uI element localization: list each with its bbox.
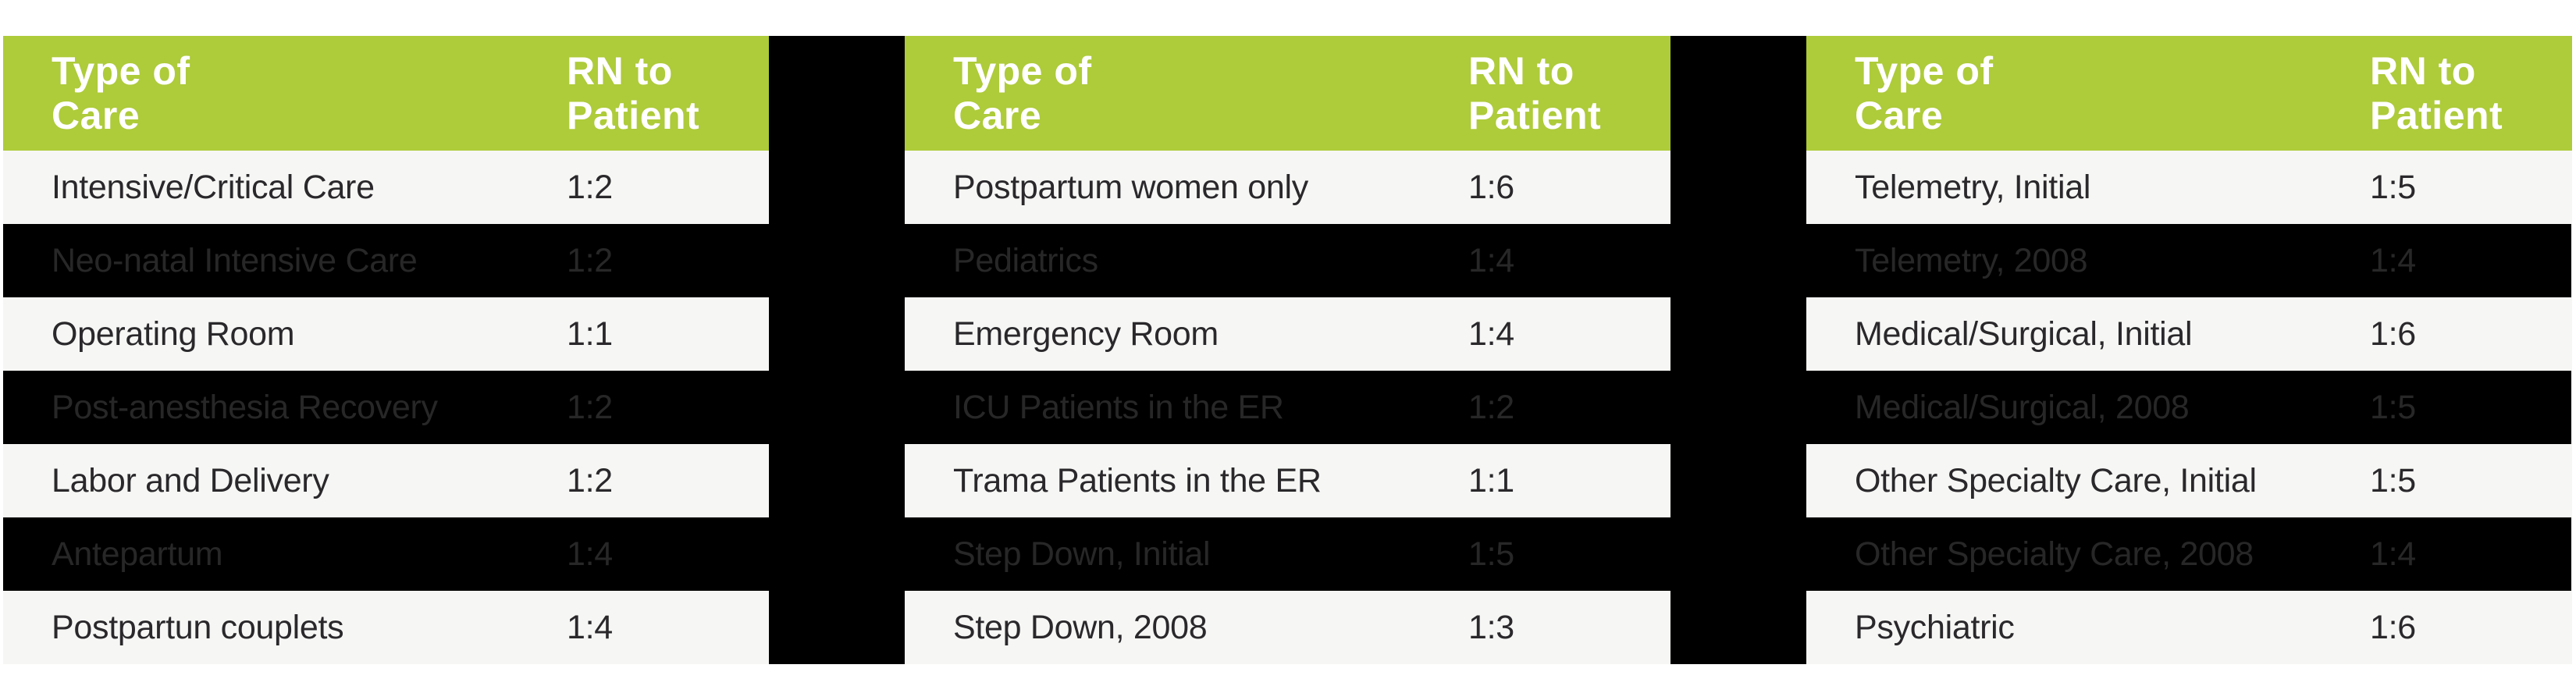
table-row: Pediatrics 1:4: [905, 224, 1670, 297]
care-type-cell: Antepartum: [52, 535, 223, 573]
ratio-cell: 1:4: [2370, 241, 2416, 279]
ratio-cell: 1:5: [1468, 535, 1514, 573]
care-type-cell: Step Down, Initial: [953, 535, 1211, 573]
table-row: Telemetry, Initial 1:5: [1806, 151, 2572, 224]
ratio-cell: 1:1: [567, 315, 613, 353]
table-row: Step Down, 2008 1:3: [905, 591, 1670, 664]
rn-to-patient-header: RN to Patient: [567, 48, 700, 137]
ratio-cell: 1:4: [567, 608, 613, 646]
ratio-cell: 1:5: [2370, 388, 2416, 426]
ratio-cell: 1:4: [1468, 241, 1514, 279]
care-type-cell: Neo-natal Intensive Care: [52, 241, 418, 279]
ratio-cell: 1:6: [1468, 168, 1514, 206]
care-type-cell: Other Specialty Care, Initial: [1855, 461, 2257, 499]
table-header-row: Type of Care RN to Patient: [905, 36, 1670, 151]
rn-to-patient-header: RN to Patient: [1468, 48, 1602, 137]
care-type-cell: ICU Patients in the ER: [953, 388, 1284, 426]
care-type-cell: Emergency Room: [953, 315, 1219, 353]
table-row: Antepartum 1:4: [3, 517, 769, 591]
care-type-cell: Step Down, 2008: [953, 608, 1208, 646]
care-type-cell: Operating Room: [52, 315, 295, 353]
ratio-cell: 1:4: [2370, 535, 2416, 573]
care-table-1: Type of Care RN to Patient Intensive/Criti…: [3, 36, 769, 664]
care-type-cell: Medical/Surgical, Initial: [1855, 315, 2193, 353]
table-row: Other Specialty Care, 2008 1:4: [1806, 517, 2572, 591]
ratio-cell: 1:5: [2370, 168, 2416, 206]
care-type-cell: Labor and Delivery: [52, 461, 329, 499]
type-of-care-header: Type of Care: [52, 48, 190, 137]
ratio-cell: 1:4: [567, 535, 613, 573]
ratio-cell: 1:2: [567, 388, 613, 426]
care-table-3: Type of Care RN to Patient Telemetry, Init…: [1806, 36, 2572, 664]
care-type-cell: Medical/Surgical, 2008: [1855, 388, 2190, 426]
care-type-cell: Pediatrics: [953, 241, 1098, 279]
care-type-cell: Trama Patients in the ER: [953, 461, 1322, 499]
ratio-cell: 1:2: [567, 168, 613, 206]
table-row: ICU Patients in the ER 1:2: [905, 371, 1670, 444]
ratio-cell: 1:6: [2370, 315, 2416, 353]
care-type-cell: Intensive/Critical Care: [52, 168, 375, 206]
table-row: Post-anesthesia Recovery 1:2: [3, 371, 769, 444]
care-type-cell: Post-anesthesia Recovery: [52, 388, 438, 426]
table-row: Postpartun couplets 1:4: [3, 591, 769, 664]
ratio-cell: 1:2: [1468, 388, 1514, 426]
ratio-cell: 1:3: [1468, 608, 1514, 646]
table-row: Neo-natal Intensive Care 1:2: [3, 224, 769, 297]
type-of-care-header: Type of Care: [953, 48, 1092, 137]
care-type-cell: Telemetry, Initial: [1855, 168, 2091, 206]
ratio-cell: 1:6: [2370, 608, 2416, 646]
ratio-cell: 1:2: [567, 461, 613, 499]
table-row: Medical/Surgical, Initial 1:6: [1806, 297, 2572, 371]
table-row: Emergency Room 1:4: [905, 297, 1670, 371]
table-row: Trama Patients in the ER 1:1: [905, 444, 1670, 517]
table-header-row: Type of Care RN to Patient: [3, 36, 769, 151]
care-type-cell: Postpartun couplets: [52, 608, 344, 646]
table-row: Intensive/Critical Care 1:2: [3, 151, 769, 224]
table-row: Labor and Delivery 1:2: [3, 444, 769, 517]
table-row: Other Specialty Care, Initial 1:5: [1806, 444, 2572, 517]
ratio-cell: 1:5: [2370, 461, 2416, 499]
table-row: Postpartum women only 1:6: [905, 151, 1670, 224]
table-row: Operating Room 1:1: [3, 297, 769, 371]
ratio-cell: 1:2: [567, 241, 613, 279]
table-row: Medical/Surgical, 2008 1:5: [1806, 371, 2572, 444]
table-row: Step Down, Initial 1:5: [905, 517, 1670, 591]
care-type-cell: Postpartum women only: [953, 168, 1308, 206]
ratio-cell: 1:1: [1468, 461, 1514, 499]
type-of-care-header: Type of Care: [1855, 48, 1994, 137]
tables-band: Type of Care RN to Patient Intensive/Criti…: [3, 36, 2572, 664]
rn-to-patient-header: RN to Patient: [2370, 48, 2503, 137]
ratio-cell: 1:4: [1468, 315, 1514, 353]
care-type-cell: Telemetry, 2008: [1855, 241, 2088, 279]
care-type-cell: Other Specialty Care, 2008: [1855, 535, 2254, 573]
table-row: Psychiatric 1:6: [1806, 591, 2572, 664]
care-type-cell: Psychiatric: [1855, 608, 2015, 646]
table-header-row: Type of Care RN to Patient: [1806, 36, 2572, 151]
care-table-2: Type of Care RN to Patient Postpartum wome…: [905, 36, 1670, 664]
table-row: Telemetry, 2008 1:4: [1806, 224, 2572, 297]
